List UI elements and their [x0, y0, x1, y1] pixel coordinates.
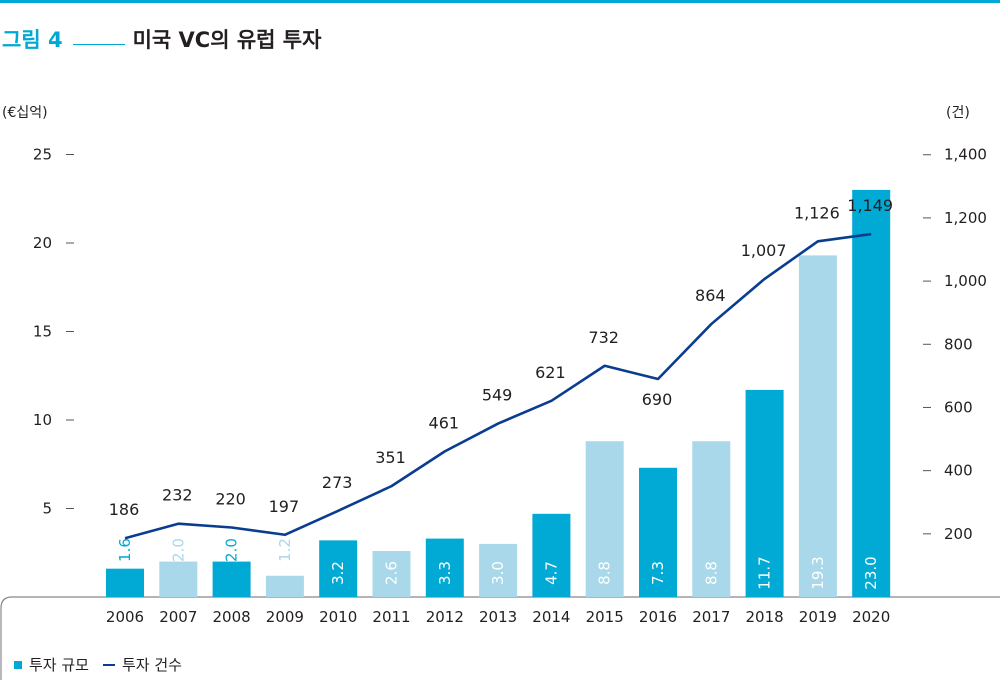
line-value-label: 549 [482, 386, 513, 405]
line-value-label: 186 [109, 500, 140, 519]
bar-2008 [212, 561, 251, 597]
x-tick-label: 2017 [692, 608, 730, 626]
line-value-label: 351 [375, 448, 406, 467]
right-tick-label: 1,400 [944, 146, 987, 164]
x-tick-label: 2009 [266, 608, 304, 626]
x-tick-label: 2010 [319, 608, 357, 626]
bar-value-label: 1.2 [276, 538, 294, 562]
x-axis: 2006 2007 2008 2009 2010 2011 2012 2013 2014 2015… [106, 608, 890, 626]
x-tick-label: 2011 [372, 608, 410, 626]
left-axis-unit: (€십억) [2, 105, 48, 121]
bar-2013 [479, 543, 518, 597]
right-tick-label: 800 [944, 335, 973, 353]
bar-value-label: 8.8 [702, 561, 720, 585]
line-value-label: 732 [588, 328, 619, 347]
bar-2010 [319, 540, 358, 597]
x-tick-label: 2012 [426, 608, 464, 626]
figure-header: 그림 4 미국 VC의 유럽 투자 [2, 24, 321, 56]
right-tick-label: 600 [944, 398, 973, 416]
bar-2014 [532, 513, 571, 597]
bar-value-label: 11.7 [756, 556, 774, 589]
line-value-label: 461 [429, 413, 460, 432]
line-path [124, 232, 872, 540]
line-value-label: 690 [642, 390, 673, 409]
bar-2012 [425, 538, 464, 597]
right-tick-label: 1,200 [944, 209, 987, 227]
x-tick-label: 2008 [213, 608, 251, 626]
x-tick-label: 2018 [746, 608, 784, 626]
left-tick-label: 20 [33, 234, 52, 252]
line-value-label: 273 [322, 473, 353, 492]
line-value-labels: 186 232 220 197 273 351 461 549 621 732 690 864 1,00… [109, 196, 893, 519]
line-value-label: 1,126 [794, 203, 840, 222]
x-tick-label: 2007 [159, 608, 197, 626]
bar-2006 [106, 568, 144, 597]
x-tick-label: 2015 [586, 608, 624, 626]
bar-value-label: 3.2 [329, 561, 347, 585]
top-accent-rule [0, 0, 1000, 3]
left-tick-label: 15 [33, 323, 52, 341]
chart-title: 미국 VC의 유럽 투자 [132, 28, 322, 52]
bar-value-label: 3.0 [489, 561, 507, 585]
right-axis-unit: (건) [946, 105, 970, 121]
line-value-label: 220 [215, 490, 246, 509]
line-value-label: 621 [535, 363, 566, 382]
bar-series [106, 189, 891, 597]
line-value-label: 1,149 [847, 196, 893, 215]
x-tick-label: 2013 [479, 608, 517, 626]
bar-value-labels: 1.6 2.0 2.0 1.2 3.2 2.6 3.3 3.0 4.7 8.8 7.3 8.8 11.7… [116, 538, 880, 590]
bar-value-label: 7.3 [649, 561, 667, 585]
bar-value-label: 23.0 [862, 556, 880, 589]
left-axis: 5 10 15 20 25 [33, 146, 74, 518]
bar-2018 [745, 389, 784, 597]
x-tick-label: 2014 [532, 608, 570, 626]
plot-frame [0, 596, 1000, 680]
legend-line-swatch [102, 663, 115, 666]
left-tick-label: 5 [42, 500, 52, 518]
bar-2017 [692, 441, 731, 597]
bar-2009 [265, 575, 304, 597]
line-value-label: 197 [269, 497, 300, 516]
x-tick-label: 2019 [799, 608, 837, 626]
bar-2007 [159, 561, 198, 597]
line-value-label: 864 [695, 286, 726, 305]
x-tick-label: 2020 [852, 608, 890, 626]
x-tick-label: 2016 [639, 608, 677, 626]
legend: 투자 규모 투자 건수 [14, 654, 182, 675]
bar-2016 [639, 467, 677, 597]
line-value-label: 232 [162, 486, 193, 505]
bar-value-label: 4.7 [542, 561, 560, 585]
bar-value-label: 2.0 [223, 538, 241, 562]
bar-value-label: 2.0 [169, 538, 187, 562]
right-tick-label: 400 [944, 462, 973, 480]
left-tick-label: 25 [33, 146, 52, 164]
right-axis: 200 400 600 800 1,000 1,200 1,400 [923, 146, 987, 543]
bar-2019 [798, 255, 837, 597]
title-underline-decoration [72, 44, 125, 45]
bar-value-label: 8.8 [596, 561, 614, 585]
right-tick-label: 200 [944, 525, 973, 543]
bar-value-label: 3.3 [436, 561, 454, 585]
figure-label: 그림 4 [2, 28, 63, 52]
right-tick-label: 1,000 [944, 272, 987, 290]
x-tick-label: 2006 [106, 608, 144, 626]
bar-2015 [585, 441, 624, 597]
legend-bar-swatch [14, 660, 22, 669]
bar-value-label: 1.6 [116, 538, 134, 562]
bar-2011 [372, 550, 411, 597]
bar-value-label: 19.3 [809, 556, 827, 589]
left-tick-label: 10 [33, 411, 52, 429]
legend-bar-label: 투자 규모 [29, 656, 89, 674]
line-series [124, 232, 872, 540]
bar-2020 [852, 189, 891, 597]
bar-value-label: 2.6 [383, 561, 401, 585]
legend-line-label: 투자 건수 [121, 656, 182, 674]
line-value-label: 1,007 [741, 241, 787, 260]
